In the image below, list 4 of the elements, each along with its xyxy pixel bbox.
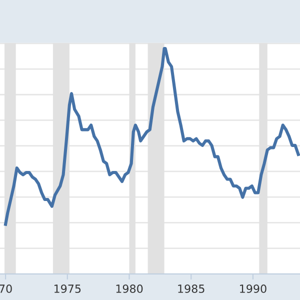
x-tick-label: 1985: [178, 284, 204, 293]
x-tick-label: 1980: [116, 284, 143, 293]
x-tick-label: 1990: [240, 284, 266, 293]
x-tick-label: 1975: [54, 284, 81, 293]
